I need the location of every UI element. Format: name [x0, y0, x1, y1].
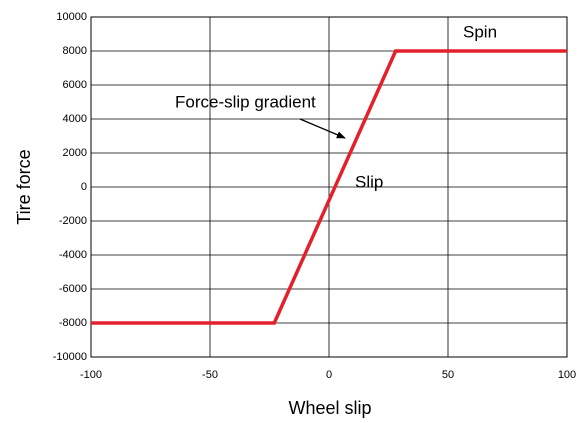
y-tick-label: 6000 [63, 79, 87, 91]
x-tick-label: 50 [442, 369, 454, 381]
y-tick-label: -4000 [59, 249, 87, 261]
y-tick-label: -2000 [59, 215, 87, 227]
y-tick-label: 10000 [56, 11, 87, 23]
annotation-arrow [299, 118, 346, 139]
x-tick-label: 0 [326, 369, 332, 381]
y-tick-label: -6000 [59, 283, 87, 295]
x-tick-label: -50 [202, 369, 218, 381]
y-tick-label: -10000 [53, 351, 87, 363]
y-tick-label: 0 [81, 181, 87, 193]
y-tick-label: -8000 [59, 317, 87, 329]
y-tick-label: 2000 [63, 147, 87, 159]
y-tick-label: 4000 [63, 113, 87, 125]
y-axis-label: Tire force [14, 149, 34, 224]
x-axis-label: Wheel slip [288, 398, 371, 418]
plot-frame [90, 16, 568, 358]
annotation: Spin [463, 22, 497, 41]
x-tick-label: -100 [80, 369, 102, 381]
data-line [91, 49, 567, 325]
x-tick-label: 100 [558, 369, 576, 381]
annotation: Force-slip gradient [175, 92, 316, 111]
annotation: Slip [355, 172, 383, 191]
y-tick-label: 8000 [63, 45, 87, 57]
